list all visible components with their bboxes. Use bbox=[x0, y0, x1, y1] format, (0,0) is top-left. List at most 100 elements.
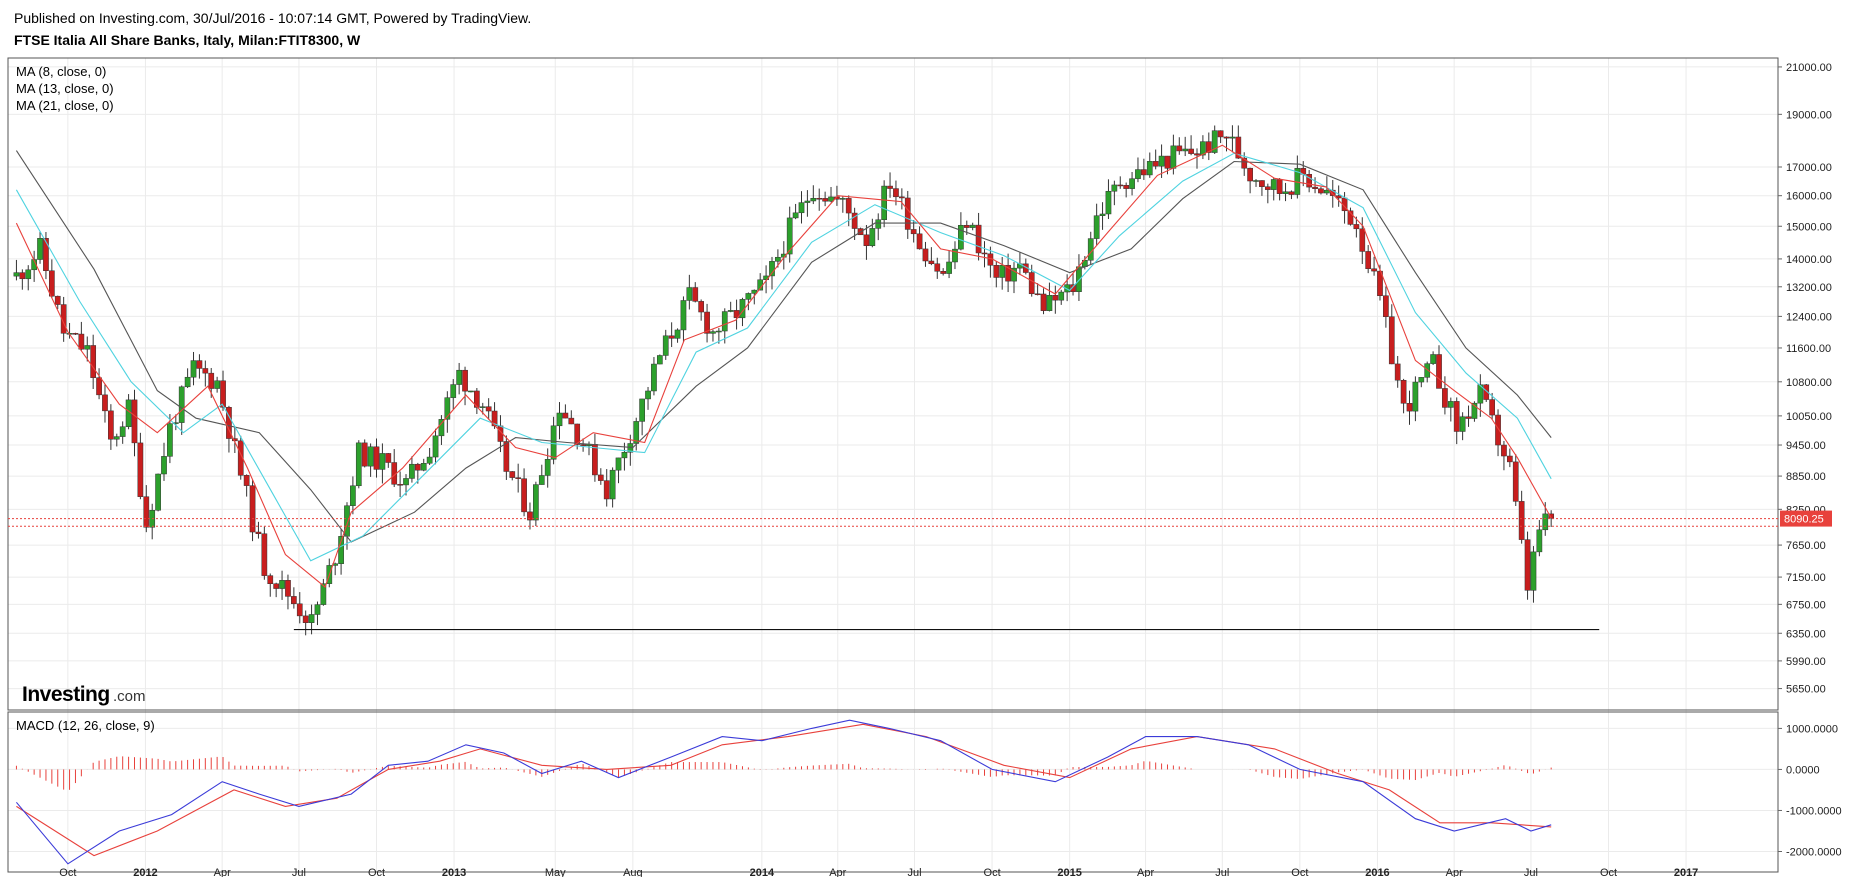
candle-up bbox=[1129, 178, 1135, 189]
candle-down bbox=[1005, 264, 1011, 282]
candle-down bbox=[1365, 251, 1372, 269]
candle-down bbox=[1353, 224, 1360, 230]
candle-up bbox=[556, 412, 563, 427]
candle-down bbox=[1052, 295, 1059, 301]
candle-down bbox=[261, 533, 268, 576]
x-tick-label: 2014 bbox=[750, 867, 775, 877]
candle-up bbox=[113, 436, 120, 440]
candle-down bbox=[940, 271, 947, 274]
candle-down bbox=[1406, 403, 1413, 412]
candle-down bbox=[993, 265, 1000, 278]
macd-y-tick-label: 0.0000 bbox=[1786, 764, 1820, 776]
candle-down bbox=[592, 444, 598, 476]
candle-up bbox=[420, 463, 427, 471]
x-tick-label: 2016 bbox=[1365, 867, 1389, 877]
candle-down bbox=[893, 188, 899, 198]
candle-up bbox=[355, 442, 362, 487]
candle-up bbox=[1146, 161, 1153, 176]
candle-up bbox=[645, 390, 651, 400]
candle-up bbox=[745, 293, 752, 300]
candle-down bbox=[1288, 191, 1295, 195]
candle-down bbox=[562, 412, 569, 419]
candle-up bbox=[190, 360, 197, 378]
candle-up bbox=[1430, 354, 1436, 364]
candle-up bbox=[769, 261, 775, 277]
candle-up bbox=[727, 310, 734, 312]
candle-up bbox=[308, 614, 315, 623]
candle-down bbox=[963, 224, 970, 228]
candle-up bbox=[1158, 155, 1165, 167]
candle-down bbox=[509, 471, 516, 478]
y-tick-label: 6750.00 bbox=[1786, 599, 1826, 611]
legend-macd: MACD (12, 26, close, 9) bbox=[16, 718, 155, 733]
candle-down bbox=[1453, 401, 1460, 432]
logo-suffix: .com bbox=[113, 688, 146, 705]
candle-up bbox=[786, 217, 793, 255]
candle-down bbox=[255, 531, 262, 535]
candle-down bbox=[904, 197, 911, 230]
candle-up bbox=[1412, 381, 1419, 412]
candle-up bbox=[432, 435, 439, 458]
candle-up bbox=[444, 397, 451, 420]
candle-down bbox=[249, 485, 256, 533]
candle-down bbox=[291, 596, 297, 605]
macd-y-tick-label: -2000.0000 bbox=[1786, 846, 1842, 858]
candle-down bbox=[196, 360, 203, 369]
x-tick-label: Aug bbox=[623, 867, 643, 877]
candle-up bbox=[214, 380, 220, 389]
grid bbox=[8, 58, 1778, 872]
x-tick-label: Apr bbox=[1137, 867, 1154, 877]
candle-down bbox=[285, 580, 291, 597]
candle-up bbox=[1253, 180, 1259, 182]
candle-up bbox=[1182, 148, 1189, 152]
candle-up bbox=[1447, 401, 1454, 408]
candle-down bbox=[1217, 130, 1224, 138]
candle-down bbox=[1247, 167, 1253, 182]
candle-down bbox=[131, 399, 138, 444]
candle-down bbox=[243, 475, 250, 486]
candle-down bbox=[1518, 501, 1525, 540]
x-tick-label: Oct bbox=[368, 867, 385, 877]
candle-up bbox=[875, 219, 882, 229]
ma-legend: MA (8, close, 0) MA (13, close, 0) MA (2… bbox=[16, 64, 114, 113]
candle-down bbox=[1465, 416, 1472, 419]
candle-up bbox=[656, 355, 663, 365]
candle-up bbox=[178, 386, 185, 423]
x-tick-label: 2012 bbox=[133, 867, 157, 877]
candle-up bbox=[1105, 190, 1112, 215]
candle-down bbox=[1070, 284, 1076, 292]
candle-down bbox=[568, 417, 575, 425]
candle-up bbox=[544, 459, 551, 476]
candle-up bbox=[550, 425, 557, 460]
candle-down bbox=[1512, 461, 1519, 502]
candle-down bbox=[1436, 354, 1442, 389]
candle-down bbox=[863, 234, 870, 247]
x-tick-label: Oct bbox=[984, 867, 1001, 877]
x-tick-label: 2015 bbox=[1057, 867, 1081, 877]
candle-down bbox=[237, 440, 244, 476]
y-tick-label: 6350.00 bbox=[1786, 628, 1826, 640]
candle-down bbox=[1241, 157, 1248, 169]
candle-down bbox=[1164, 155, 1171, 169]
macd-axis: 1000.0000 0.0000 -1000.0000 -2000.0000 bbox=[1778, 723, 1842, 858]
y-tick-label: 12400.00 bbox=[1786, 311, 1832, 323]
candle-down bbox=[361, 442, 368, 467]
x-tick-label: Jul bbox=[292, 867, 306, 877]
candle-down bbox=[1377, 270, 1383, 296]
annotations: 8090.25 bbox=[8, 510, 1832, 631]
candle-down bbox=[1223, 136, 1230, 139]
candle-down bbox=[816, 197, 823, 200]
candle-down bbox=[521, 478, 527, 513]
candle-down bbox=[822, 198, 828, 202]
candle-down bbox=[1442, 388, 1448, 408]
candle-down bbox=[928, 260, 935, 265]
candle-up bbox=[468, 390, 474, 393]
published-caption: Published on Investing.com, 30/Jul/2016 … bbox=[14, 10, 532, 26]
candle-up bbox=[651, 363, 657, 392]
y-tick-label: 16000.00 bbox=[1786, 191, 1832, 203]
candle-up bbox=[881, 185, 887, 220]
candle-up bbox=[609, 469, 616, 500]
candle-down bbox=[414, 463, 421, 471]
candle-up bbox=[1111, 184, 1118, 192]
